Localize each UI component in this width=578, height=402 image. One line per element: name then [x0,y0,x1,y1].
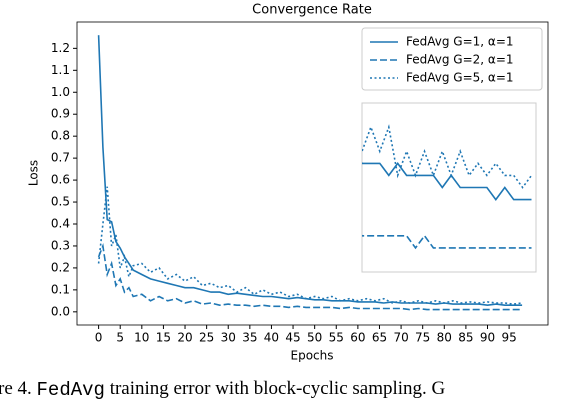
x-tick-label: 45 [285,331,300,345]
x-tick-label: 40 [264,331,279,345]
legend-label: FedAvg G=1, α=1 [406,35,514,49]
x-tick-label: 15 [156,331,171,345]
x-tick-label: 90 [480,331,495,345]
series-line [362,124,533,189]
caption-prefix: re 4. [0,378,32,399]
y-tick-label: 1.0 [51,85,70,99]
series-line [97,35,523,307]
plot-frame [76,21,549,326]
y-tick-label: 0.8 [51,129,70,143]
x-tick-label: 30 [221,331,236,345]
x-tick-label: 65 [372,331,387,345]
y-tick-label: 0.0 [51,304,70,318]
y-tick-label: 0.7 [51,151,70,165]
x-tick-label: 10 [134,331,149,345]
series-line [362,162,532,201]
x-tick-label: 75 [415,331,430,345]
series-line [97,186,523,305]
x-tick-label: 95 [501,331,516,345]
x-tick-label: 80 [437,331,452,345]
x-tick-label: 60 [350,331,365,345]
y-tick-label: 0.5 [51,195,70,209]
y-tick-label: 0.6 [51,173,70,187]
y-tick-label: 0.4 [51,217,70,231]
x-tick-label: 35 [242,331,257,345]
y-tick-label: 1.1 [51,63,70,77]
legend-box [361,27,543,91]
x-tick-label: 50 [307,331,322,345]
caption: re 4. FedAvg training error with block-c… [0,378,446,401]
inset-lines [362,124,533,250]
x-tick-label: 70 [393,331,408,345]
plot-lines [97,35,523,311]
x-axis-label: Epochs [291,349,334,363]
caption-code: FedAvg [37,379,105,401]
y-tick-label: 1.2 [51,41,70,55]
y-tick-label: 0.2 [51,260,70,274]
x-tick-label: 0 [95,331,103,345]
caption-suffix: training error with block-cyclic samplin… [110,378,446,399]
x-tick-label: 85 [458,331,473,345]
chart-title: Convergence Rate [252,3,372,18]
legend-label: FedAvg G=5, α=1 [406,71,514,85]
x-tick-label: 5 [116,331,124,345]
series-line [362,234,532,250]
legend-label: FedAvg G=2, α=1 [406,53,514,67]
y-tick-label: 0.1 [51,282,70,296]
series-line [97,242,523,311]
y-tick-label: 0.9 [51,107,70,121]
y-axis-label: Loss [27,160,41,186]
x-tick-label: 25 [199,331,214,345]
inset-frame [361,102,537,273]
y-tick-label: 0.3 [51,238,70,252]
x-tick-label: 55 [329,331,344,345]
x-tick-label: 20 [177,331,192,345]
